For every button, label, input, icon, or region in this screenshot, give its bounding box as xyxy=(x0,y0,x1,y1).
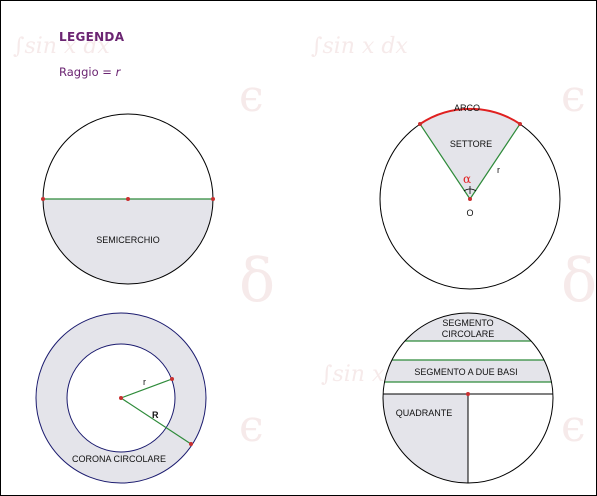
semicircle-figure: SEMICERCHIO xyxy=(41,113,215,285)
sector-radius-label: r xyxy=(497,165,500,175)
annulus-outer-radius xyxy=(120,397,192,445)
semicircle-endpoint-right xyxy=(211,197,215,201)
quadrant-label: QUADRANTE xyxy=(396,408,453,418)
annulus-inner-radius-label: r xyxy=(143,377,146,387)
annulus-label: CORONA CIRCOLARE xyxy=(72,454,166,464)
sector-center-point xyxy=(468,197,472,201)
segments-figure: SEGMENTO CIRCOLARE SEGMENTO A DUE BASI Q… xyxy=(382,312,554,484)
annulus-figure: r R CORONA CIRCOLARE xyxy=(35,312,207,484)
watermark: ∫sin x dx ∫sin x dx ∫sin x dx ϵ ϵ ϵ ϵ δ … xyxy=(13,34,596,452)
radius-legend: Raggio = r xyxy=(59,65,120,79)
annulus-center-point xyxy=(119,396,123,400)
sector-arc-endpoint-right xyxy=(518,122,522,126)
semicircle-endpoint-left xyxy=(41,197,45,201)
watermark-epsilon-2: ϵ xyxy=(561,71,586,122)
watermark-epsilon-3: ϵ xyxy=(239,401,264,452)
sector-arc-endpoint-left xyxy=(418,122,422,126)
semicircle-label: SEMICERCHIO xyxy=(96,235,160,245)
two-base-segment-fill xyxy=(383,360,553,382)
sector-label: SETTORE xyxy=(450,139,492,149)
watermark-delta-2: δ xyxy=(561,246,596,316)
semicircle-center-point xyxy=(126,197,130,201)
radius-symbol: r xyxy=(115,65,121,79)
legend-title: LEGENDA xyxy=(59,30,125,44)
semicircle-fill xyxy=(43,199,213,284)
quadrant-center-point xyxy=(466,392,470,396)
radius-legend-text: Raggio = xyxy=(59,65,116,79)
annulus-inner-radius xyxy=(120,378,173,399)
watermark-integral-1: ∫sin x dx xyxy=(13,34,110,59)
annulus-outer-circle xyxy=(35,312,207,484)
sector-arc-label: ARCO xyxy=(454,103,480,113)
annulus-inner-circle xyxy=(66,343,176,453)
watermark-delta-1: δ xyxy=(239,246,275,316)
annulus-outer-radius-label: R xyxy=(152,410,159,420)
sector-angle-label: α xyxy=(463,172,471,186)
sector-center-label: O xyxy=(466,208,473,218)
annulus-fill xyxy=(36,313,206,483)
watermark-integral-2: ∫sin x dx xyxy=(311,34,408,59)
annulus-outer-point xyxy=(189,442,193,446)
sector-figure: ARCO SETTORE α r O xyxy=(379,103,561,290)
annulus-inner-point xyxy=(170,377,174,381)
circular-segment-label-line1: SEGMENTO xyxy=(442,318,493,328)
watermark-epsilon-1: ϵ xyxy=(239,71,264,122)
circular-segment-label-line2: CIRCOLARE xyxy=(442,329,495,339)
watermark-epsilon-4: ϵ xyxy=(561,401,586,452)
two-base-segment-label: SEGMENTO A DUE BASI xyxy=(414,367,517,377)
sector-arc xyxy=(419,107,521,125)
segments-circle xyxy=(382,312,554,484)
